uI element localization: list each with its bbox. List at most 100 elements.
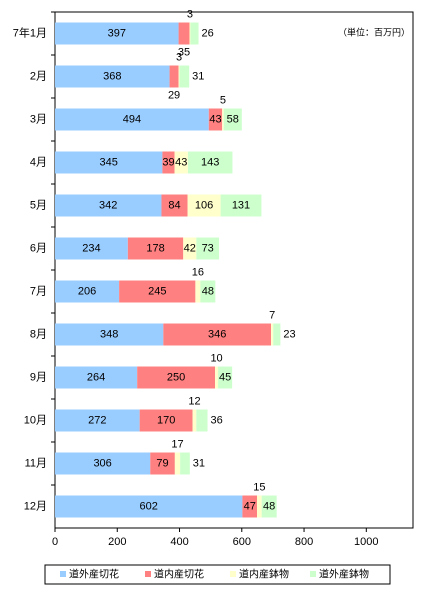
value-label: 58 bbox=[227, 113, 239, 125]
bar-segment bbox=[178, 65, 180, 88]
bar-segment bbox=[161, 194, 188, 217]
bar-segment bbox=[195, 280, 201, 303]
value-label: 12 bbox=[188, 395, 200, 407]
bar-segment bbox=[179, 65, 190, 88]
value-label: 346 bbox=[208, 328, 226, 340]
x-tick-label: 1000 bbox=[354, 536, 378, 548]
bar-segment bbox=[180, 452, 190, 475]
bar-segment bbox=[162, 151, 175, 174]
bar-segment bbox=[55, 65, 170, 88]
bar-segment bbox=[178, 22, 190, 45]
value-label: 494 bbox=[123, 113, 141, 125]
value-label: 73 bbox=[202, 242, 214, 254]
bar-segment bbox=[174, 452, 181, 475]
bar-segment bbox=[127, 237, 184, 260]
bar-segment bbox=[189, 22, 191, 45]
bar-segment bbox=[222, 108, 224, 131]
bar-segment bbox=[169, 65, 179, 88]
legend-swatch bbox=[60, 571, 66, 577]
x-tick-label: 400 bbox=[170, 536, 188, 548]
value-label: 17 bbox=[171, 438, 183, 450]
value-label: 45 bbox=[219, 371, 231, 383]
value-label: 79 bbox=[156, 457, 168, 469]
value-label: 39 bbox=[162, 156, 174, 168]
legend-label: 道内産鉢物 bbox=[239, 568, 289, 581]
value-label: 345 bbox=[100, 156, 118, 168]
unit-note: （単位：百万円） bbox=[338, 26, 410, 37]
bar-segment bbox=[208, 108, 223, 131]
bar-segment bbox=[55, 194, 162, 217]
bar-segment bbox=[192, 409, 197, 432]
value-label: 245 bbox=[148, 285, 166, 297]
bar-segment bbox=[196, 237, 220, 260]
value-label: 250 bbox=[167, 371, 185, 383]
value-label: 42 bbox=[184, 242, 196, 254]
value-label: 23 bbox=[283, 328, 295, 340]
bar-segment bbox=[55, 495, 243, 518]
bar-segment bbox=[137, 366, 216, 389]
y-tick-label: 6月 bbox=[30, 242, 47, 254]
value-label: 348 bbox=[100, 328, 118, 340]
value-label: 397 bbox=[108, 27, 126, 39]
value-label: 10 bbox=[210, 352, 222, 364]
value-label: 131 bbox=[232, 199, 250, 211]
value-label: 31 bbox=[192, 70, 204, 82]
value-label: 43 bbox=[209, 113, 221, 125]
value-label: 264 bbox=[87, 371, 105, 383]
value-label: 48 bbox=[263, 500, 275, 512]
bar-segment bbox=[223, 108, 242, 131]
bar-segment bbox=[55, 280, 120, 303]
y-tick-label: 9月 bbox=[30, 371, 47, 383]
value-label: 47 bbox=[244, 500, 256, 512]
value-label: 170 bbox=[157, 414, 175, 426]
value-label: 5 bbox=[220, 94, 226, 106]
legend-swatch bbox=[145, 571, 151, 577]
bar-segment bbox=[55, 237, 128, 260]
y-tick-label: 10月 bbox=[24, 414, 47, 426]
value-label: 43 bbox=[175, 156, 187, 168]
value-label: 3 bbox=[176, 51, 182, 63]
value-label: 234 bbox=[82, 242, 100, 254]
bar-segment bbox=[163, 323, 272, 346]
value-label: 206 bbox=[78, 285, 96, 297]
value-label: 48 bbox=[202, 285, 214, 297]
x-tick-label: 0 bbox=[52, 536, 58, 548]
bar-segment bbox=[215, 366, 219, 389]
value-label: 143 bbox=[201, 156, 219, 168]
bar-segment bbox=[55, 22, 179, 45]
legend-label: 道外産切花 bbox=[69, 568, 119, 581]
bar-segment bbox=[139, 409, 193, 432]
bar-segment bbox=[218, 366, 233, 389]
value-label: 29 bbox=[168, 89, 180, 101]
plot-frame bbox=[54, 11, 414, 529]
value-label: 272 bbox=[88, 414, 106, 426]
bar-segment bbox=[119, 280, 196, 303]
legend-swatch bbox=[310, 571, 316, 577]
bar-segment bbox=[150, 452, 175, 475]
value-label: 178 bbox=[146, 242, 164, 254]
y-tick-label: 2月 bbox=[30, 70, 47, 82]
value-label: 306 bbox=[93, 457, 111, 469]
bar-segment bbox=[257, 495, 262, 518]
bar-segment bbox=[190, 22, 199, 45]
bar-segment bbox=[55, 151, 163, 174]
bar-segment bbox=[200, 280, 216, 303]
y-tick-label: 11月 bbox=[25, 457, 47, 469]
value-label: 342 bbox=[99, 199, 117, 211]
value-label: 7 bbox=[269, 309, 275, 321]
value-label: 106 bbox=[195, 199, 213, 211]
value-label: 26 bbox=[202, 27, 214, 39]
value-label: 36 bbox=[211, 414, 223, 426]
x-tick-label: 200 bbox=[108, 536, 126, 548]
bar-segment bbox=[261, 495, 277, 518]
bar-segment bbox=[196, 409, 208, 432]
legend-label: 道外産鉢物 bbox=[319, 568, 369, 581]
bar-segment bbox=[55, 366, 138, 389]
y-tick-label: 3月 bbox=[30, 113, 47, 125]
bar-segment bbox=[273, 323, 281, 346]
y-tick-label: 7月 bbox=[30, 285, 47, 297]
x-tick-label: 800 bbox=[295, 536, 313, 548]
bar-segment bbox=[271, 323, 274, 346]
y-tick-label: 4月 bbox=[30, 156, 47, 168]
